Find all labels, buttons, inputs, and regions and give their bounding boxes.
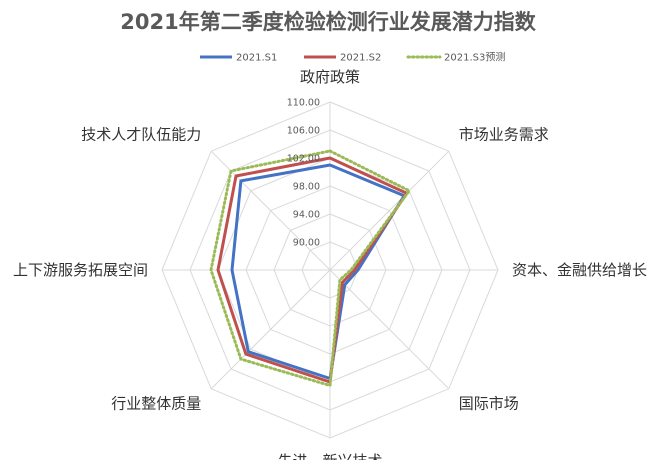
category-label-7: 技术人才队伍能力 — [81, 125, 201, 143]
legend: 2021.S1 2021.S2 2021.S3预测 — [200, 51, 505, 64]
category-label-0: 政府政策 — [300, 68, 360, 86]
tick-label-2: 98.00 — [293, 182, 320, 193]
spoke-5 — [210, 269, 331, 390]
category-label-2: 资本、金融供给增长 — [512, 261, 647, 279]
tick-label-5: 110.00 — [287, 98, 320, 109]
radial-tick-labels: 90.00 94.00 98.00 102.00 106.00 110.00 — [287, 98, 320, 249]
legend-label-2: 2021.S3预测 — [444, 51, 505, 64]
legend-label-1: 2021.S2 — [340, 53, 381, 64]
tick-label-0: 90.00 — [293, 238, 320, 249]
radar-series — [209, 149, 411, 387]
category-label-5: 行业整体质量 — [111, 395, 201, 413]
chart-title: 2021年第二季度检验检测行业发展潜力指数 — [120, 10, 536, 34]
tick-label-3: 102.00 — [287, 154, 320, 165]
category-label-4: 先进、新兴技术 — [277, 452, 382, 460]
category-label-3: 国际市场 — [459, 395, 519, 413]
spoke-1 — [329, 150, 450, 271]
series-line-2 — [209, 149, 411, 387]
tick-label-4: 106.00 — [287, 126, 320, 137]
series-line-0 — [230, 163, 406, 380]
category-label-1: 市场业务需求 — [459, 125, 549, 143]
legend-label-0: 2021.S1 — [236, 53, 277, 64]
spoke-3 — [329, 269, 450, 390]
tick-label-1: 94.00 — [293, 210, 320, 221]
category-label-6: 上下游服务拓展空间 — [13, 261, 148, 279]
